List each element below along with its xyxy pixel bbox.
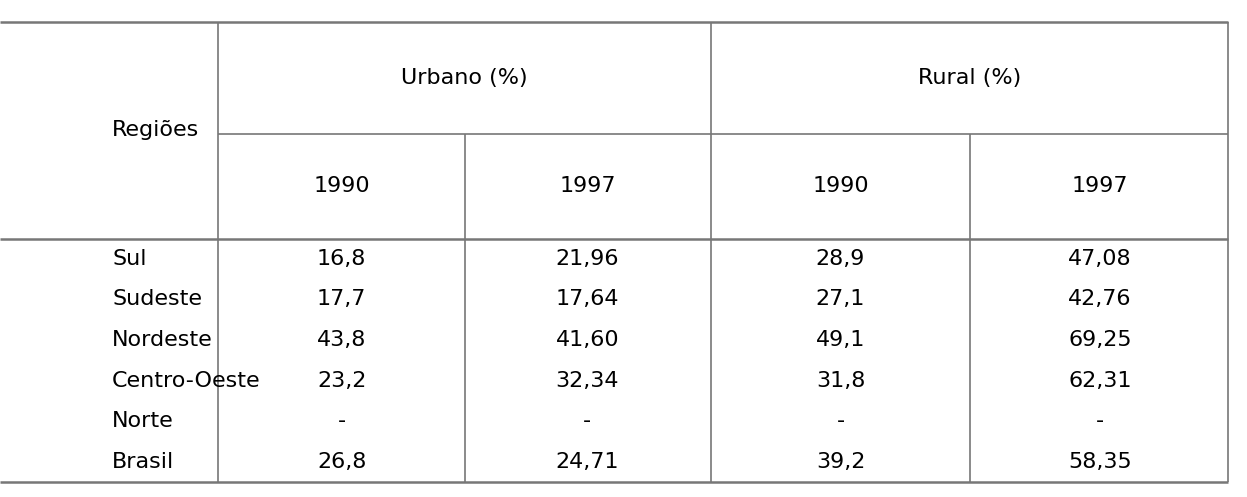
Text: 26,8: 26,8 [317,452,367,472]
Text: 28,9: 28,9 [816,249,865,269]
Text: -: - [1096,411,1104,431]
Text: 17,64: 17,64 [556,289,619,310]
Text: Urbano (%): Urbano (%) [402,68,527,88]
Text: Nordeste: Nordeste [112,330,213,350]
Text: 24,71: 24,71 [556,452,619,472]
Text: 27,1: 27,1 [816,289,865,310]
Text: 43,8: 43,8 [317,330,367,350]
Text: 31,8: 31,8 [816,371,865,391]
Text: 1997: 1997 [559,176,616,196]
Text: 69,25: 69,25 [1067,330,1132,350]
Text: 32,34: 32,34 [556,371,619,391]
Text: Regiões: Regiões [112,120,200,141]
Text: 23,2: 23,2 [317,371,367,391]
Text: Sudeste: Sudeste [112,289,202,310]
Text: -: - [338,411,345,431]
Text: 39,2: 39,2 [816,452,865,472]
Text: Centro-Oeste: Centro-Oeste [112,371,261,391]
Text: 47,08: 47,08 [1067,249,1132,269]
Text: 41,60: 41,60 [555,330,620,350]
Text: 1997: 1997 [1071,176,1129,196]
Text: Rural (%): Rural (%) [918,68,1021,88]
Text: 42,76: 42,76 [1069,289,1131,310]
Text: 16,8: 16,8 [317,249,367,269]
Text: 21,96: 21,96 [556,249,619,269]
Text: -: - [584,411,591,431]
Text: -: - [837,411,844,431]
Text: 17,7: 17,7 [317,289,367,310]
Text: 1990: 1990 [313,176,370,196]
Text: Sul: Sul [112,249,147,269]
Text: 58,35: 58,35 [1067,452,1132,472]
Text: Brasil: Brasil [112,452,175,472]
Text: 62,31: 62,31 [1069,371,1131,391]
Text: 1990: 1990 [812,176,869,196]
Text: 49,1: 49,1 [816,330,865,350]
Text: Norte: Norte [112,411,175,431]
